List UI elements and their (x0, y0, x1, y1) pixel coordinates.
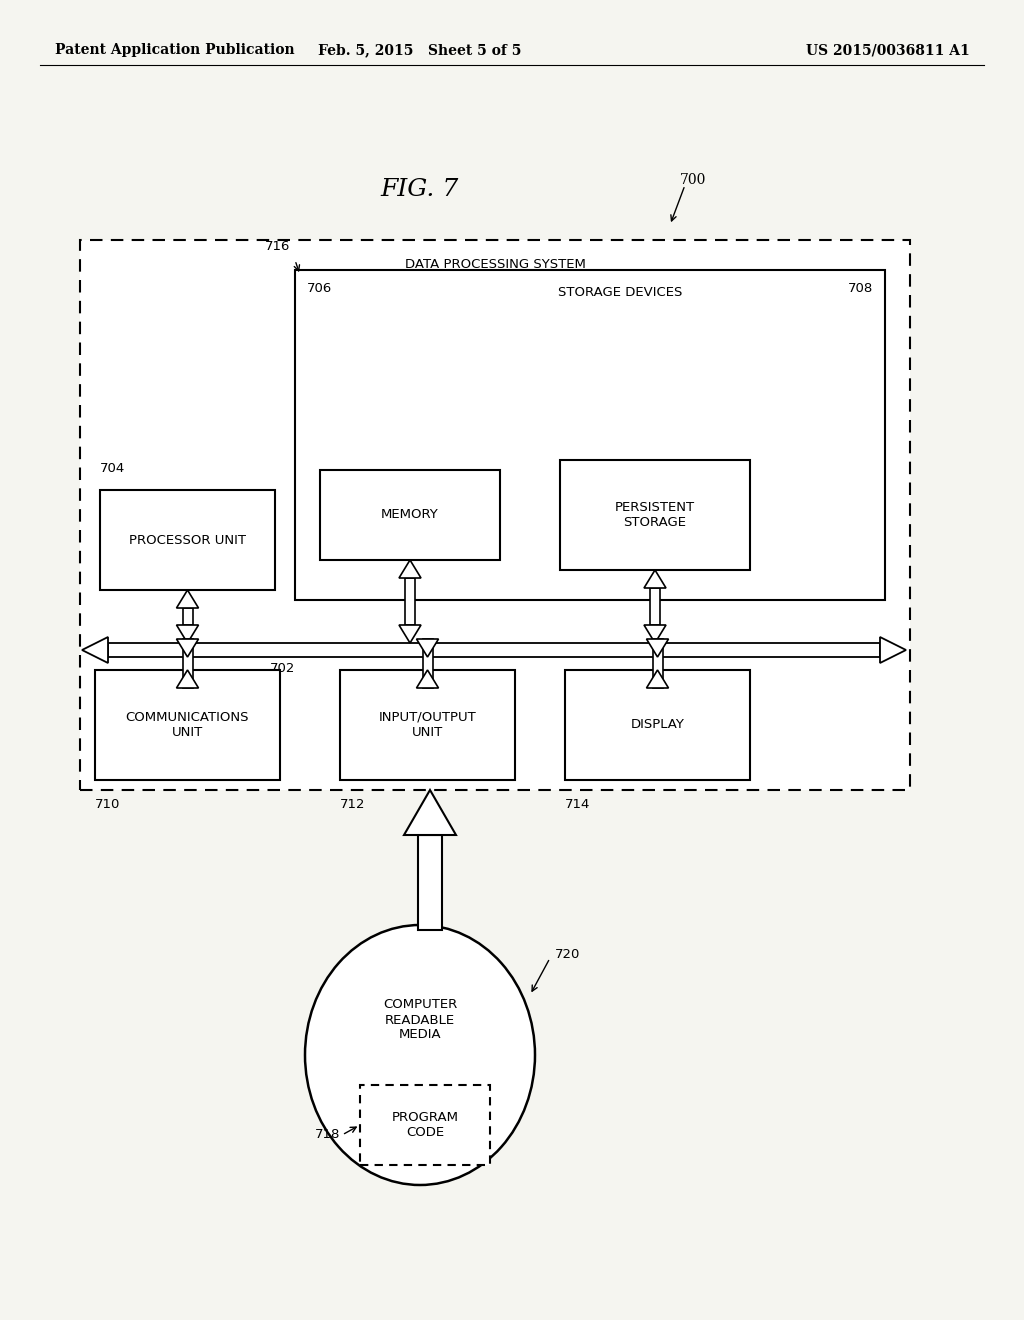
Text: PERSISTENT
STORAGE: PERSISTENT STORAGE (615, 502, 695, 529)
Polygon shape (646, 671, 669, 688)
Bar (423, 639, 432, 688)
Text: DATA PROCESSING SYSTEM: DATA PROCESSING SYSTEM (404, 259, 586, 272)
Polygon shape (644, 570, 666, 587)
Bar (565, 671, 750, 780)
Text: INPUT/OUTPUT
UNIT: INPUT/OUTPUT UNIT (379, 711, 476, 739)
Polygon shape (404, 789, 456, 836)
Bar (182, 639, 193, 688)
Polygon shape (646, 639, 669, 657)
Bar (100, 490, 275, 590)
Text: PROCESSOR UNIT: PROCESSOR UNIT (129, 533, 246, 546)
Text: 708: 708 (848, 282, 873, 294)
Text: 714: 714 (565, 799, 591, 810)
Text: 712: 712 (340, 799, 366, 810)
Text: PROGRAM
CODE: PROGRAM CODE (391, 1111, 459, 1139)
Bar (295, 271, 885, 601)
Text: Feb. 5, 2015   Sheet 5 of 5: Feb. 5, 2015 Sheet 5 of 5 (318, 44, 521, 57)
Polygon shape (176, 624, 199, 643)
Text: Patent Application Publication: Patent Application Publication (55, 44, 295, 57)
Text: FIG. 7: FIG. 7 (381, 178, 459, 202)
Bar (182, 609, 193, 624)
Bar (360, 1085, 490, 1166)
Polygon shape (176, 671, 199, 688)
Text: MEMORY: MEMORY (381, 508, 439, 521)
Polygon shape (176, 639, 199, 657)
Text: US 2015/0036811 A1: US 2015/0036811 A1 (806, 44, 970, 57)
Text: 700: 700 (680, 173, 707, 187)
Text: 716: 716 (264, 240, 290, 253)
Polygon shape (399, 624, 421, 643)
Bar (650, 587, 660, 624)
Text: STORAGE DEVICES: STORAGE DEVICES (558, 285, 682, 298)
Polygon shape (176, 590, 199, 609)
Bar (406, 578, 415, 624)
Text: 702: 702 (270, 663, 295, 675)
Polygon shape (82, 638, 108, 663)
Text: 720: 720 (555, 949, 581, 961)
Bar (340, 671, 515, 780)
Text: COMMUNICATIONS
UNIT: COMMUNICATIONS UNIT (126, 711, 249, 739)
Text: 718: 718 (314, 1129, 340, 1142)
Polygon shape (417, 671, 438, 688)
Ellipse shape (305, 925, 535, 1185)
Text: COMPUTER
READABLE
MEDIA: COMPUTER READABLE MEDIA (383, 998, 457, 1041)
Polygon shape (399, 560, 421, 578)
Polygon shape (644, 624, 666, 643)
Text: 706: 706 (307, 282, 332, 294)
Text: 704: 704 (100, 462, 125, 474)
Bar (80, 240, 910, 789)
Polygon shape (880, 638, 906, 663)
Bar (108, 643, 880, 657)
Bar (95, 671, 280, 780)
Text: DISPLAY: DISPLAY (631, 718, 684, 731)
Bar (560, 459, 750, 570)
Polygon shape (417, 639, 438, 657)
Text: 710: 710 (95, 799, 121, 810)
Bar (652, 639, 663, 688)
Bar (418, 836, 442, 931)
Bar (319, 470, 500, 560)
